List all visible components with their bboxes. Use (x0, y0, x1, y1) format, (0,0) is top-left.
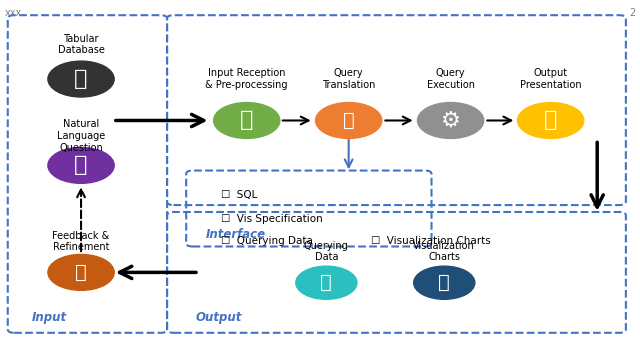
Text: 🗄: 🗄 (74, 69, 88, 89)
Text: ⚙: ⚙ (440, 111, 461, 130)
Text: Visualization
Charts: Visualization Charts (413, 241, 475, 262)
Text: Input: Input (32, 311, 67, 324)
Text: 💡: 💡 (544, 111, 557, 130)
Circle shape (316, 103, 382, 139)
Text: Interface: Interface (205, 228, 266, 241)
Text: Input Reception
& Pre-processing: Input Reception & Pre-processing (205, 68, 288, 90)
Circle shape (518, 103, 584, 139)
Text: 💻: 💻 (343, 111, 355, 130)
Text: Natural
Language
Question: Natural Language Question (57, 119, 105, 153)
Text: xxx: xxx (4, 8, 22, 18)
Text: Output: Output (196, 311, 242, 324)
Text: ☐  SQL: ☐ SQL (221, 190, 258, 200)
Text: 🔍: 🔍 (240, 111, 253, 130)
Text: ☐  Visualization Charts: ☐ Visualization Charts (371, 236, 491, 246)
Text: 📈: 📈 (438, 273, 450, 292)
Text: Query
Translation: Query Translation (322, 68, 376, 90)
Text: Feedback &
Refinement: Feedback & Refinement (52, 230, 109, 252)
Text: Tabular
Database: Tabular Database (58, 34, 104, 55)
Text: Output
Presentation: Output Presentation (520, 68, 582, 90)
Circle shape (48, 148, 114, 183)
Text: ☐  Querying Data: ☐ Querying Data (221, 236, 313, 246)
Circle shape (413, 266, 475, 299)
Text: ☐  Vis Specification: ☐ Vis Specification (221, 214, 323, 224)
Text: 2: 2 (629, 8, 636, 18)
Text: 🧠: 🧠 (75, 263, 87, 282)
Circle shape (48, 254, 114, 290)
Text: 📊: 📊 (321, 273, 332, 292)
Text: Query
Execution: Query Execution (427, 68, 475, 90)
Circle shape (214, 103, 280, 139)
Circle shape (296, 266, 357, 299)
Text: Querying
Data: Querying Data (304, 241, 349, 262)
Circle shape (48, 61, 114, 97)
Text: 👤: 👤 (74, 155, 88, 175)
Circle shape (417, 103, 484, 139)
